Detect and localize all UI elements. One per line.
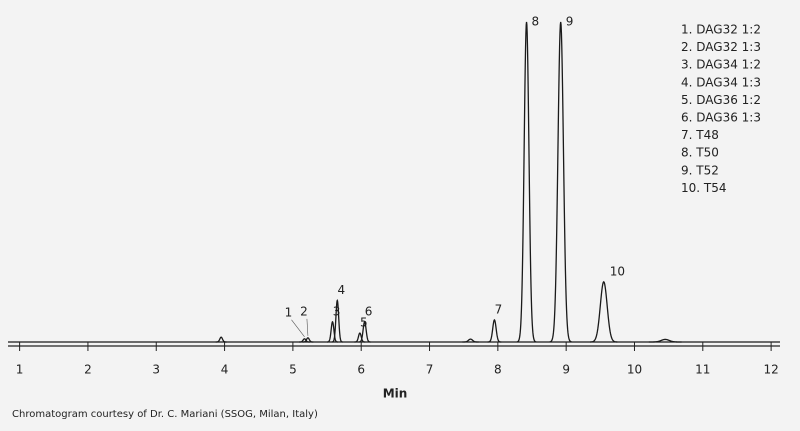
peak-label: 9 xyxy=(566,15,574,29)
minor-peak xyxy=(462,338,479,343)
x-tick-label: 9 xyxy=(562,363,570,377)
leader-line xyxy=(291,319,305,337)
minor-peak xyxy=(215,336,227,343)
legend-entry: 2. DAG32 1:3 xyxy=(681,40,761,54)
peak-label: 8 xyxy=(532,15,540,29)
peak-label: 6 xyxy=(365,304,373,318)
legend-entry: 10. T54 xyxy=(681,181,727,195)
x-tick-label: 5 xyxy=(289,363,297,377)
x-tick-label: 11 xyxy=(695,363,710,377)
legend-entry: 3. DAG34 1:2 xyxy=(681,58,761,72)
peak xyxy=(299,338,310,343)
x-axis-title: Min xyxy=(383,387,408,401)
x-tick-label: 12 xyxy=(763,363,778,377)
peak-label: 1 xyxy=(285,305,293,319)
peak xyxy=(358,320,371,343)
legend-entry: 9. T52 xyxy=(681,163,719,177)
legend-entry: 7. T48 xyxy=(681,128,719,142)
peak-label: 10 xyxy=(610,264,625,278)
peak xyxy=(302,337,314,343)
footnote: Chromatogram courtesy of Dr. C. Mariani … xyxy=(12,409,318,420)
x-tick-label: 7 xyxy=(426,363,434,377)
peak xyxy=(327,320,338,343)
peak xyxy=(487,319,502,343)
peak xyxy=(516,21,537,343)
peak-label: 4 xyxy=(337,283,345,297)
legend-entry: 1. DAG32 1:2 xyxy=(681,23,761,37)
x-tick-label: 4 xyxy=(221,363,229,377)
peak xyxy=(354,332,366,343)
peak-label: 7 xyxy=(495,302,503,316)
x-tick-label: 3 xyxy=(152,363,160,377)
legend-entry: 4. DAG34 1:3 xyxy=(681,75,761,89)
x-tick-label: 6 xyxy=(357,363,365,377)
peak xyxy=(590,280,618,343)
legend-entry: 5. DAG36 1:2 xyxy=(681,93,761,107)
legend-entry: 8. T50 xyxy=(681,146,719,160)
minor-peak xyxy=(648,338,682,343)
leader-line xyxy=(306,318,309,336)
peak xyxy=(549,21,572,343)
peak xyxy=(331,298,343,343)
x-tick-label: 2 xyxy=(84,363,92,377)
peak-label: 2 xyxy=(300,304,308,318)
x-tick-label: 1 xyxy=(16,363,24,377)
legend-entry: 6. DAG36 1:3 xyxy=(681,111,761,125)
x-tick-label: 10 xyxy=(627,363,642,377)
x-tick-label: 8 xyxy=(494,363,502,377)
